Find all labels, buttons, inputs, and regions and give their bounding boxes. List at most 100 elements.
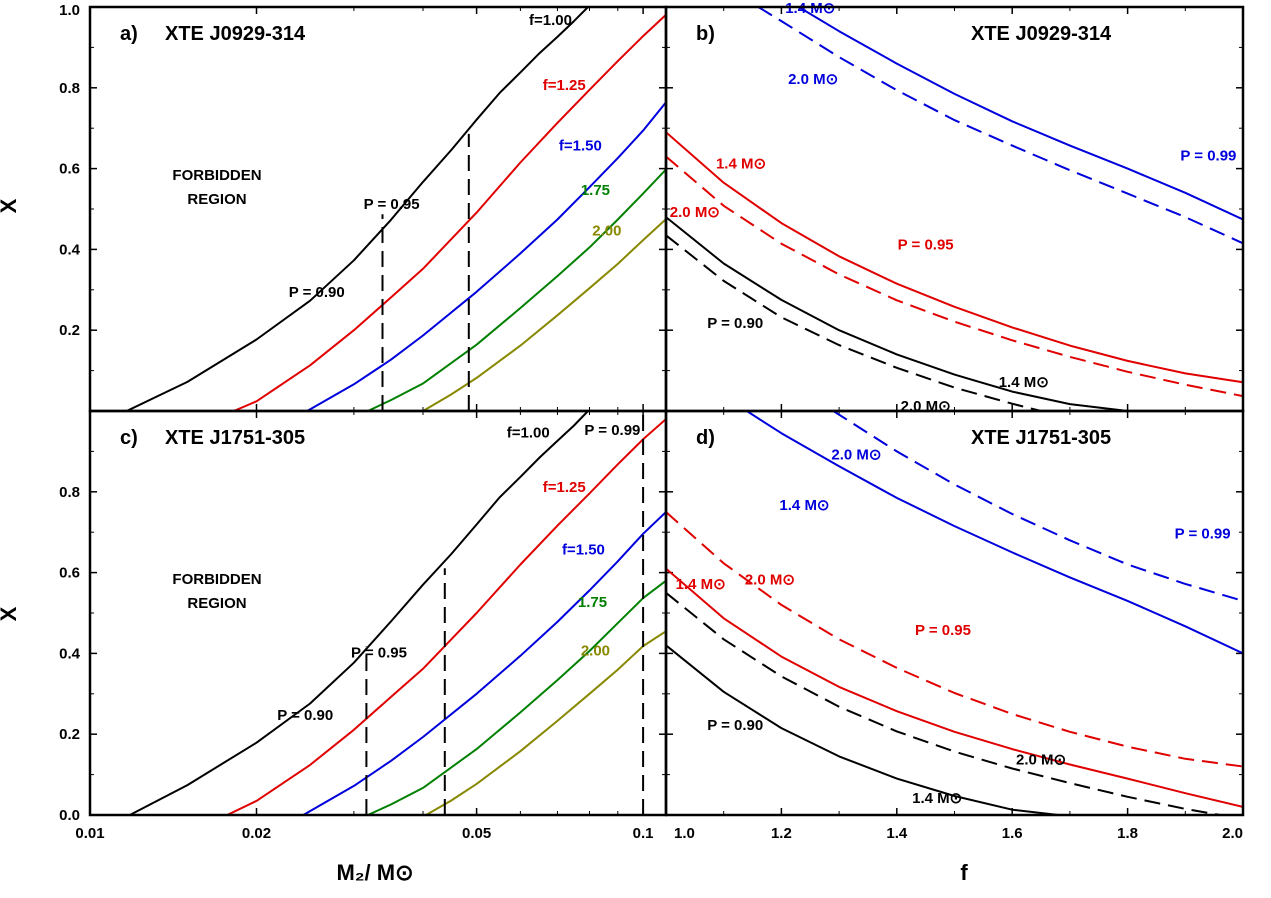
series-group bbox=[666, 7, 1243, 411]
x-tick-label: 1.6 bbox=[1002, 825, 1023, 842]
series-2-0-m-p-0-95 bbox=[666, 155, 1243, 398]
annotation-p-0-90: P = 0.90 bbox=[707, 717, 763, 734]
y-tick-label: 1.0 bbox=[59, 2, 80, 19]
annotation-1-4-m: 1.4 M⊙ bbox=[716, 156, 766, 173]
y-tick-label: 0.8 bbox=[59, 484, 80, 501]
annotation-p-0-99: P = 0.99 bbox=[584, 422, 640, 439]
annotation-p-0-95: P = 0.95 bbox=[351, 644, 407, 661]
x-tick-label: 0.01 bbox=[75, 825, 104, 842]
series-1-4-m-p-0-90 bbox=[666, 644, 1059, 815]
x-tick-label: 0.1 bbox=[633, 825, 654, 842]
series-1-75 bbox=[367, 168, 666, 411]
series-group bbox=[126, 7, 666, 411]
annotation-f-1-00: f=1.00 bbox=[529, 12, 572, 29]
forbidden-region-label: FORBIDDEN bbox=[172, 571, 261, 588]
annotation-2-00: 2.00 bbox=[592, 222, 621, 239]
series-f-1-25 bbox=[233, 13, 666, 411]
y-tick-label: 0.6 bbox=[59, 161, 80, 178]
y-tick-label: 0.4 bbox=[59, 645, 81, 662]
forbidden-region-label: REGION bbox=[187, 191, 246, 208]
panel-letter: a) bbox=[120, 23, 138, 45]
plot-frame bbox=[664, 5, 1245, 413]
x-tick-label: 1.0 bbox=[674, 825, 695, 842]
annotation-p-0-99: P = 0.99 bbox=[1180, 148, 1236, 165]
x-tick-label: 0.05 bbox=[462, 825, 491, 842]
y-tick-label: 0.2 bbox=[59, 322, 80, 339]
plot-frame bbox=[88, 409, 668, 817]
annotation-1-4-m: 1.4 M⊙ bbox=[912, 790, 962, 807]
y-tick-label: 0.0 bbox=[59, 807, 80, 824]
y-tick-label: 0.2 bbox=[59, 726, 80, 743]
panel-d: 2.0 M⊙ 1.4 M⊙ P = 0.99 2.0 M⊙ 1.4 M⊙ P = 0.95… bbox=[664, 409, 1245, 842]
annotation-p-0-90: P = 0.90 bbox=[277, 707, 333, 724]
annotation-f-1-50: f=1.50 bbox=[562, 541, 605, 558]
series-1-4-m-p-0-99 bbox=[798, 7, 1243, 221]
annotation-2-0-m: 2.0 M⊙ bbox=[901, 398, 951, 415]
series-2-0-m-p-0-99 bbox=[832, 411, 1243, 602]
ticks bbox=[89, 410, 666, 816]
panel-letter: d) bbox=[696, 427, 715, 449]
annotation-1-4-m: 1.4 M⊙ bbox=[676, 576, 726, 593]
series-f-1-00 bbox=[126, 7, 589, 411]
x-tick-label: 1.4 bbox=[886, 825, 908, 842]
panel-b: 1.4 M⊙ 2.0 M⊙ P = 0.99 1.4 M⊙ 2.0 M⊙ P = 0.95… bbox=[664, 0, 1245, 415]
annotation-2-0-m: 2.0 M⊙ bbox=[745, 572, 795, 589]
ticks bbox=[665, 6, 1244, 412]
annotation-1-4-m: 1.4 M⊙ bbox=[785, 0, 835, 17]
series-2-0-m-p-0-95 bbox=[666, 511, 1243, 768]
panel-title: XTE J1751-305 bbox=[165, 427, 305, 449]
annotation-2-0-m: 2.0 M⊙ bbox=[1016, 752, 1066, 769]
series-2-0-m-p-0-99 bbox=[757, 7, 1243, 245]
x-axis-label-f: f bbox=[960, 860, 968, 885]
x-tick-label: 2.0 bbox=[1222, 825, 1243, 842]
x-axis-label-mass-ratio: M₂/ M⊙ bbox=[336, 860, 413, 885]
series-2-00 bbox=[422, 218, 666, 411]
annotation-2-00: 2.00 bbox=[581, 642, 610, 659]
annotation-p-0-95: P = 0.95 bbox=[915, 622, 971, 639]
series-1-4-m-p-0-90 bbox=[666, 216, 1128, 411]
x-tick-label: 1.2 bbox=[771, 825, 792, 842]
series-2-0-m-p-0-90 bbox=[666, 592, 1221, 815]
annotation-p-0-95: P = 0.95 bbox=[898, 236, 954, 253]
x-tick-label: 0.02 bbox=[242, 825, 271, 842]
series-2-0-m-p-0-90 bbox=[666, 234, 1042, 411]
panel-letter: c) bbox=[120, 427, 138, 449]
plot-frame bbox=[664, 409, 1245, 817]
y-tick-label: 0.8 bbox=[59, 80, 80, 97]
annotation-f-1-50: f=1.50 bbox=[559, 137, 602, 154]
y-tick-label: 0.6 bbox=[59, 565, 80, 582]
annotation-p-0-90: P = 0.90 bbox=[707, 315, 763, 332]
panel-letter: b) bbox=[696, 23, 715, 45]
annotation-f-1-25: f=1.25 bbox=[543, 479, 586, 496]
annotation-p-0-90: P = 0.90 bbox=[289, 284, 345, 301]
annotation-1-75: 1.75 bbox=[581, 182, 610, 199]
annotation-1-4-m: 1.4 M⊙ bbox=[999, 374, 1049, 391]
annotation-p-0-95: P = 0.95 bbox=[364, 196, 420, 213]
series-1-4-m-p-0-99 bbox=[746, 411, 1243, 655]
annotation-2-0-m: 2.0 M⊙ bbox=[670, 204, 720, 221]
series-1-4-m-p-0-95 bbox=[666, 131, 1243, 384]
annotation-1-75: 1.75 bbox=[578, 594, 607, 611]
series-group bbox=[129, 411, 666, 815]
series-1-75 bbox=[367, 579, 666, 815]
series-f-1-50 bbox=[306, 101, 666, 411]
y-tick-label: 0.4 bbox=[59, 241, 81, 258]
panel-a: f=1.00 f=1.25 f=1.50 1.75 2.00 P = 0.95 P = 0.… bbox=[59, 2, 668, 413]
axis-titles: X X M₂/ M⊙ f bbox=[0, 198, 968, 885]
series-f-1-50 bbox=[302, 511, 666, 815]
annotation-p-0-99: P = 0.99 bbox=[1175, 525, 1231, 542]
series-1-4-m-p-0-95 bbox=[666, 567, 1243, 808]
y-axis-label-top: X bbox=[0, 198, 21, 213]
panel-title: XTE J0929-314 bbox=[165, 23, 306, 45]
panel-title: XTE J0929-314 bbox=[971, 23, 1112, 45]
series-2-00 bbox=[425, 630, 666, 815]
forbidden-region-label: FORBIDDEN bbox=[172, 167, 261, 184]
series-f-1-00 bbox=[129, 411, 589, 815]
series-f-1-25 bbox=[226, 418, 666, 815]
forbidden-region-label: REGION bbox=[187, 595, 246, 612]
annotation-f-1-00: f=1.00 bbox=[507, 424, 550, 441]
annotation-f-1-25: f=1.25 bbox=[543, 77, 586, 94]
annotation-2-0-m: 2.0 M⊙ bbox=[831, 446, 881, 463]
annotation-2-0-m: 2.0 M⊙ bbox=[788, 71, 838, 88]
